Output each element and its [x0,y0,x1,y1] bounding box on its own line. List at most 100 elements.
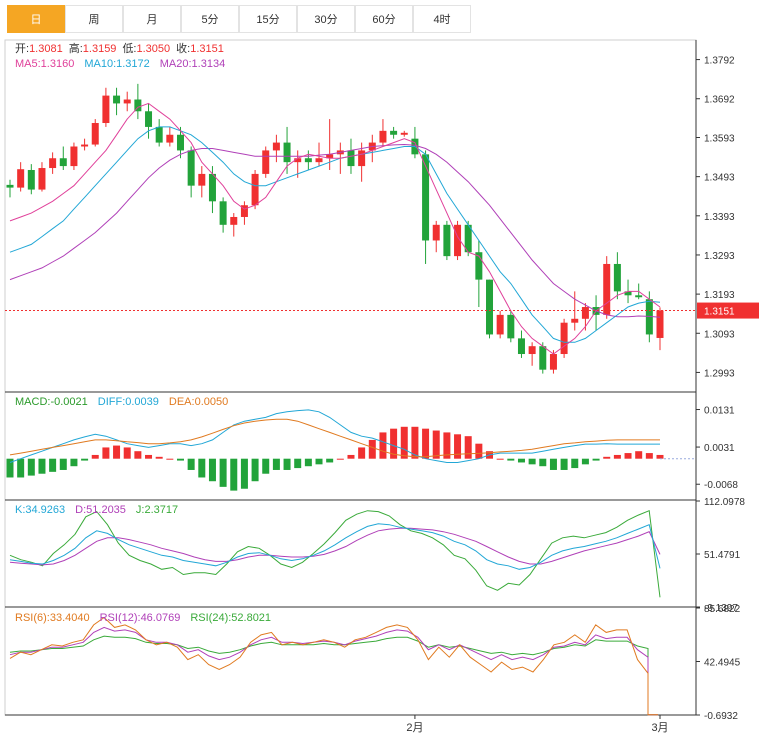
candle-body-59 [635,295,643,298]
ma5-line [9,102,661,355]
candle-body-26 [283,142,291,163]
tab-7[interactable]: 4时 [413,5,471,33]
candle-body-3 [38,168,46,190]
macd-bar-22 [240,458,248,489]
macd-bar-25 [272,458,280,470]
macd-bar-6 [70,458,78,467]
candle-body-21 [230,216,238,225]
macd-tick-label-1: 0.0031 [704,443,735,454]
tab-5[interactable]: 30分 [297,5,355,33]
candle-body-20 [219,201,227,225]
candle-body-1 [17,169,25,188]
candle-body-15 [166,134,174,143]
macd-bar-17 [187,458,195,470]
candle-body-29 [315,158,323,163]
macd-bar-19 [208,458,216,482]
macd-bar-40 [432,430,440,459]
candle-body-52 [560,322,568,355]
macd-bar-11 [123,447,131,459]
candle-body-14 [155,126,163,143]
dea-line [9,418,660,458]
macd-bar-44 [475,443,483,459]
macd-bar-33 [358,447,366,459]
candle-body-8 [91,123,99,145]
rsi12-line [9,626,658,716]
tab-4[interactable]: 15分 [239,5,297,33]
macd-bar-12 [134,451,142,459]
macd-bar-14 [155,456,163,459]
current-price-badge [697,302,759,319]
candle-body-39 [422,154,430,241]
macd-bar-49 [528,458,536,465]
k-line [9,523,661,570]
candle-body-6 [70,146,78,167]
rsi6-line [9,616,658,716]
macd-bar-9 [102,447,110,459]
tab-2[interactable]: 月 [123,5,181,33]
price-tick-label-2: 1.3593 [704,133,735,144]
candle-body-42 [454,224,462,257]
candle-body-12 [134,99,142,112]
d-line [9,527,661,566]
rsi-legend-0: RSI(6):33.4040 [15,612,90,624]
candle-body-4 [49,158,57,169]
macd-bar-1 [17,458,25,478]
macd-legend-1: DIFF:0.0039 [98,396,159,408]
kdj-tick-label-0: 112.0978 [704,497,745,508]
rsi-legend-1: RSI(12):46.0769 [100,612,181,624]
time-tick-label-0: 2月 [406,722,423,734]
macd-bar-59 [635,451,643,459]
rsi24-line [9,635,658,716]
ma20-line [9,143,661,318]
macd-bar-53 [571,458,579,469]
macd-bar-55 [592,458,600,461]
macd-bar-48 [517,458,525,463]
candle-body-57 [613,263,621,292]
candle-body-50 [539,346,547,370]
time-tick-label-1: 3月 [651,722,668,734]
macd-bar-29 [315,458,323,465]
macd-legend-0: MACD:-0.0021 [15,396,88,408]
candle-body-48 [517,338,525,355]
tab-1[interactable]: 周 [65,5,123,33]
macd-bar-60 [645,453,653,459]
price-tick-label-1: 1.3692 [704,95,735,106]
macd-bar-61 [656,454,664,459]
macd-bar-21 [230,458,238,491]
candle-body-16 [176,134,184,151]
candle-body-33 [358,150,366,167]
candle-body-46 [496,314,504,335]
candle-body-13 [145,111,153,127]
price-tick-label-4: 1.3393 [704,212,735,223]
candle-body-51 [549,354,557,370]
candle-body-35 [379,130,387,143]
macd-bar-27 [294,458,302,469]
macd-bar-34 [368,439,376,459]
kdj-legend-1: D:51.2035 [75,504,126,516]
rsi-legend-2: RSI(24):52.8021 [190,612,271,624]
macd-legend-2: DEA:0.0050 [169,396,228,408]
candle-body-10 [113,95,121,104]
candle-body-27 [294,158,302,163]
price-tick-label-5: 1.3293 [704,251,735,262]
macd-bar-54 [581,458,589,465]
price-tick-label-0: 1.3792 [704,56,735,67]
candle-body-19 [208,173,216,202]
tab-3[interactable]: 5分 [181,5,239,33]
candle-body-22 [240,205,248,217]
candle-body-24 [262,150,270,174]
macd-bar-28 [304,458,312,467]
ma-legend-0: MA5:1.3160 [15,58,74,70]
macd-bar-36 [390,428,398,459]
ma-legend-1: MA10:1.3172 [84,58,149,70]
tab-6[interactable]: 60分 [355,5,413,33]
price-tick-label-3: 1.3493 [704,173,735,184]
macd-bar-43 [464,436,472,459]
macd-bar-2 [27,458,35,476]
tab-0[interactable]: 日 [7,5,65,33]
macd-bar-24 [262,458,270,474]
candle-body-7 [81,144,89,147]
macd-bar-38 [411,426,419,459]
kdj-tick-label-2: -9.1397 [704,603,738,614]
